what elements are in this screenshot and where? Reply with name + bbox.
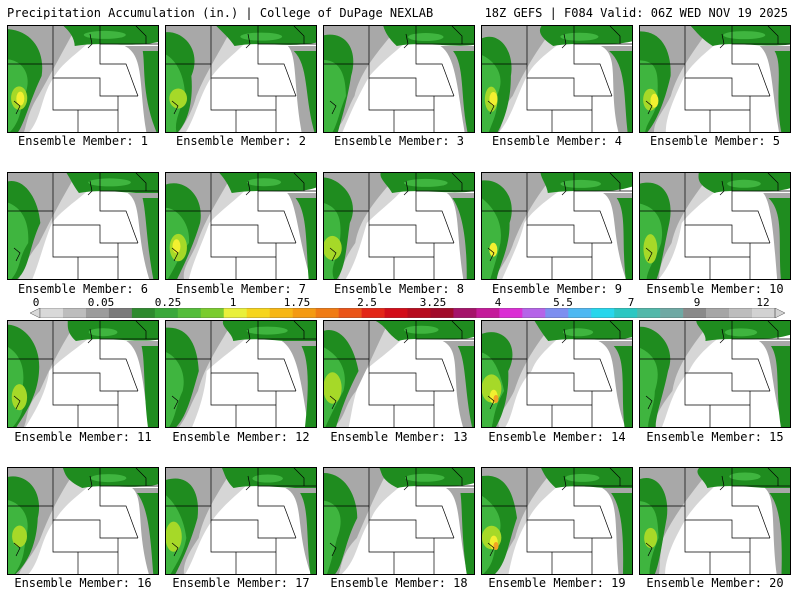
colorbar-tick-label: 7 [627, 296, 635, 309]
colorbar-segment [338, 308, 362, 318]
colorbar-segment [384, 308, 408, 318]
ensemble-member-label: Ensemble Member: 20 [646, 576, 784, 590]
ensemble-member-label: Ensemble Member: 4 [491, 134, 623, 148]
ensemble-member-map [481, 172, 633, 280]
ensemble-member-map [323, 467, 475, 575]
colorbar-segment [131, 308, 156, 318]
colorbar-segment [752, 308, 776, 318]
colorbar-segment [108, 308, 133, 318]
ensemble-member-map [639, 25, 791, 133]
colorbar-segment [40, 308, 64, 318]
colorbar-segment [407, 308, 431, 318]
colorbar-segment [223, 308, 248, 318]
colorbar-arrow-left [30, 308, 41, 318]
colorbar-tick-label: 4 [494, 296, 502, 309]
colorbar-segment [568, 308, 592, 318]
ensemble-member-label: Ensemble Member: 6 [17, 282, 149, 296]
ensemble-member-map [323, 25, 475, 133]
ensemble-member-label: Ensemble Member: 8 [333, 282, 465, 296]
colorbar-segment [476, 308, 500, 318]
ensemble-member-map [165, 25, 317, 133]
colorbar-tick-label: 1.75 [283, 296, 311, 309]
colorbar-segment [246, 308, 270, 318]
colorbar-tick-label: 1 [229, 296, 237, 309]
chart-title: Precipitation Accumulation (in.) | Colle… [7, 6, 434, 20]
ensemble-member-label: Ensemble Member: 3 [333, 134, 465, 148]
run-valid-time: 18Z GEFS | F084 Valid: 06Z WED NOV 19 20… [484, 6, 788, 20]
ensemble-member-map [7, 25, 159, 133]
colorbar-segment [637, 308, 661, 318]
ensemble-member-map [165, 467, 317, 575]
ensemble-member-label: Ensemble Member: 7 [175, 282, 307, 296]
ensemble-member-map [7, 467, 159, 575]
colorbar-segment [453, 308, 477, 318]
ensemble-member-label: Ensemble Member: 2 [175, 134, 307, 148]
ensemble-member-map [481, 25, 633, 133]
ensemble-member-map [639, 172, 791, 280]
colorbar-segment [614, 308, 638, 318]
colorbar-segment [62, 308, 87, 318]
ensemble-member-label: Ensemble Member: 9 [491, 282, 623, 296]
colorbar-segment [292, 308, 316, 318]
ensemble-member-label: Ensemble Member: 1 [17, 134, 149, 148]
ensemble-member-map [481, 467, 633, 575]
ensemble-member-label: Ensemble Member: 15 [646, 430, 784, 444]
colorbar-segment [85, 308, 110, 318]
ensemble-member-map [7, 320, 159, 428]
colorbar-segment [361, 308, 385, 318]
ensemble-member-label: Ensemble Member: 12 [172, 430, 310, 444]
ensemble-member-map [165, 172, 317, 280]
ensemble-member-map [639, 320, 791, 428]
colorbar-segment [683, 308, 707, 318]
ensemble-member-label: Ensemble Member: 14 [488, 430, 626, 444]
colorbar-segment [200, 308, 225, 318]
colorbar-segment [154, 308, 179, 318]
ensemble-member-map [323, 320, 475, 428]
colorbar-tick-label: 0 [32, 296, 40, 309]
colorbar-segment [522, 308, 546, 318]
colorbar-segment [430, 308, 454, 318]
colorbar-tick-label: 12 [756, 296, 770, 309]
colorbar-tick-label: 2.5 [357, 296, 377, 309]
ensemble-member-map [323, 172, 475, 280]
ensemble-member-label: Ensemble Member: 17 [172, 576, 310, 590]
colorbar-segment [269, 308, 293, 318]
colorbar-segment [177, 308, 202, 318]
colorbar-tick-label: 3.25 [419, 296, 447, 309]
colorbar-tick-label: 9 [693, 296, 701, 309]
ensemble-member-map [481, 320, 633, 428]
colorbar-segment [315, 308, 339, 318]
colorbar-tick-label: 0.05 [87, 296, 115, 309]
ensemble-member-map [639, 467, 791, 575]
colorbar-arrow-right [774, 308, 785, 318]
ensemble-member-map [165, 320, 317, 428]
ensemble-member-label: Ensemble Member: 11 [14, 430, 152, 444]
colorbar-segment [660, 308, 684, 318]
colorbar-segment [499, 308, 523, 318]
ensemble-member-label: Ensemble Member: 19 [488, 576, 626, 590]
colorbar-tick-label: 0.25 [154, 296, 182, 309]
colorbar-tick-label: 5.5 [553, 296, 573, 309]
ensemble-member-label: Ensemble Member: 13 [330, 430, 468, 444]
colorbar-segment [591, 308, 615, 318]
ensemble-member-label: Ensemble Member: 16 [14, 576, 152, 590]
ensemble-member-label: Ensemble Member: 18 [330, 576, 468, 590]
colorbar-segment [706, 308, 730, 318]
ensemble-member-label: Ensemble Member: 5 [649, 134, 781, 148]
ensemble-member-label: Ensemble Member: 10 [646, 282, 784, 296]
colorbar-segment [729, 308, 753, 318]
ensemble-member-map [7, 172, 159, 280]
color-scale-bar [30, 308, 785, 318]
colorbar-segment [545, 308, 569, 318]
